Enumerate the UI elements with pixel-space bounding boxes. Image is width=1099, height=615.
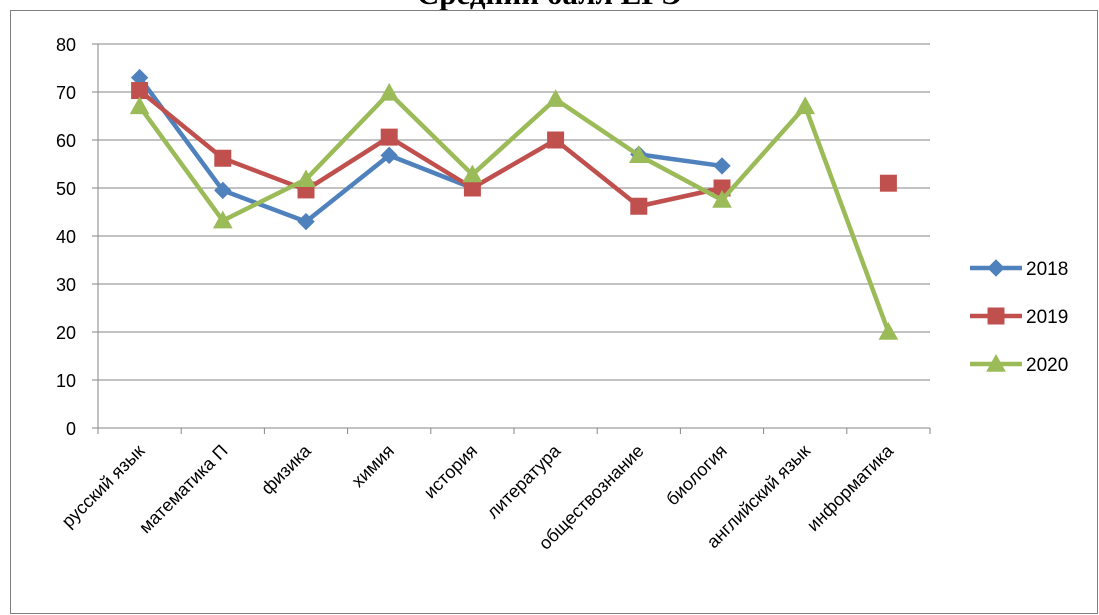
series-line-segment bbox=[636, 152, 725, 169]
data-point bbox=[630, 197, 648, 215]
data-point bbox=[129, 96, 150, 115]
series-line-segment bbox=[220, 188, 309, 224]
y-tick-label: 20 bbox=[56, 323, 76, 343]
data-point bbox=[380, 128, 398, 146]
y-tick-label: 60 bbox=[56, 131, 76, 151]
y-tick-label: 70 bbox=[56, 83, 76, 103]
data-point bbox=[297, 212, 315, 231]
gridlines bbox=[98, 43, 930, 381]
chart-frame bbox=[10, 10, 1098, 614]
data-point bbox=[463, 179, 481, 197]
series-line-segment bbox=[137, 75, 226, 193]
data-point bbox=[212, 210, 233, 229]
series-line-segment bbox=[220, 177, 309, 223]
series-line-segment bbox=[719, 104, 808, 203]
legend-label: 2018 bbox=[1026, 259, 1068, 280]
series-2020 bbox=[129, 82, 899, 340]
series-line-segment bbox=[553, 96, 642, 158]
series-line-segment bbox=[137, 104, 226, 223]
series-line-segment bbox=[303, 134, 392, 193]
data-point bbox=[214, 149, 232, 167]
legend-marker bbox=[987, 259, 1005, 277]
data-point bbox=[878, 321, 899, 340]
y-tick-label: 0 bbox=[66, 419, 76, 439]
data-point bbox=[795, 96, 816, 115]
legend-entry: 2018 bbox=[970, 259, 1068, 280]
legend-label: 2020 bbox=[1026, 355, 1068, 376]
series-line-segment bbox=[470, 137, 558, 191]
data-point bbox=[713, 157, 731, 175]
series-line-segment bbox=[386, 153, 475, 191]
legend-label: 2019 bbox=[1026, 307, 1068, 328]
legend-marker bbox=[986, 353, 1006, 372]
y-tick-label: 80 bbox=[56, 35, 76, 55]
data-point bbox=[131, 82, 149, 100]
legend-entry: 2019 bbox=[970, 307, 1068, 328]
y-tick-label: 30 bbox=[56, 275, 76, 295]
legend: 2018 2019 2020 bbox=[970, 259, 1068, 376]
series-line-segment bbox=[303, 90, 392, 182]
data-point bbox=[380, 146, 398, 165]
series-layer bbox=[129, 68, 899, 340]
series-line-segment bbox=[137, 88, 226, 161]
data-point bbox=[379, 82, 400, 101]
y-tick-label: 50 bbox=[56, 179, 76, 199]
series-line-segment bbox=[386, 90, 475, 177]
y-tick-label: 10 bbox=[56, 371, 76, 391]
data-point bbox=[547, 131, 565, 149]
data-point bbox=[545, 89, 566, 107]
data-point bbox=[214, 181, 232, 200]
chart-title: Средний балл ЕГЭ bbox=[0, 0, 1099, 14]
series-line-segment bbox=[553, 137, 642, 209]
data-point bbox=[628, 145, 649, 164]
series-line-segment bbox=[636, 153, 725, 203]
series-line-segment bbox=[303, 153, 392, 224]
data-point bbox=[712, 189, 732, 208]
y-tick-label: 40 bbox=[56, 227, 76, 247]
series-line-segment bbox=[802, 104, 891, 335]
series-line-segment bbox=[386, 134, 475, 191]
series-line-segment bbox=[470, 96, 558, 177]
data-point bbox=[879, 174, 897, 192]
data-point bbox=[296, 169, 316, 188]
data-point bbox=[462, 164, 483, 183]
legend-entry: 2020 bbox=[970, 353, 1068, 376]
legend-marker bbox=[987, 307, 1005, 325]
